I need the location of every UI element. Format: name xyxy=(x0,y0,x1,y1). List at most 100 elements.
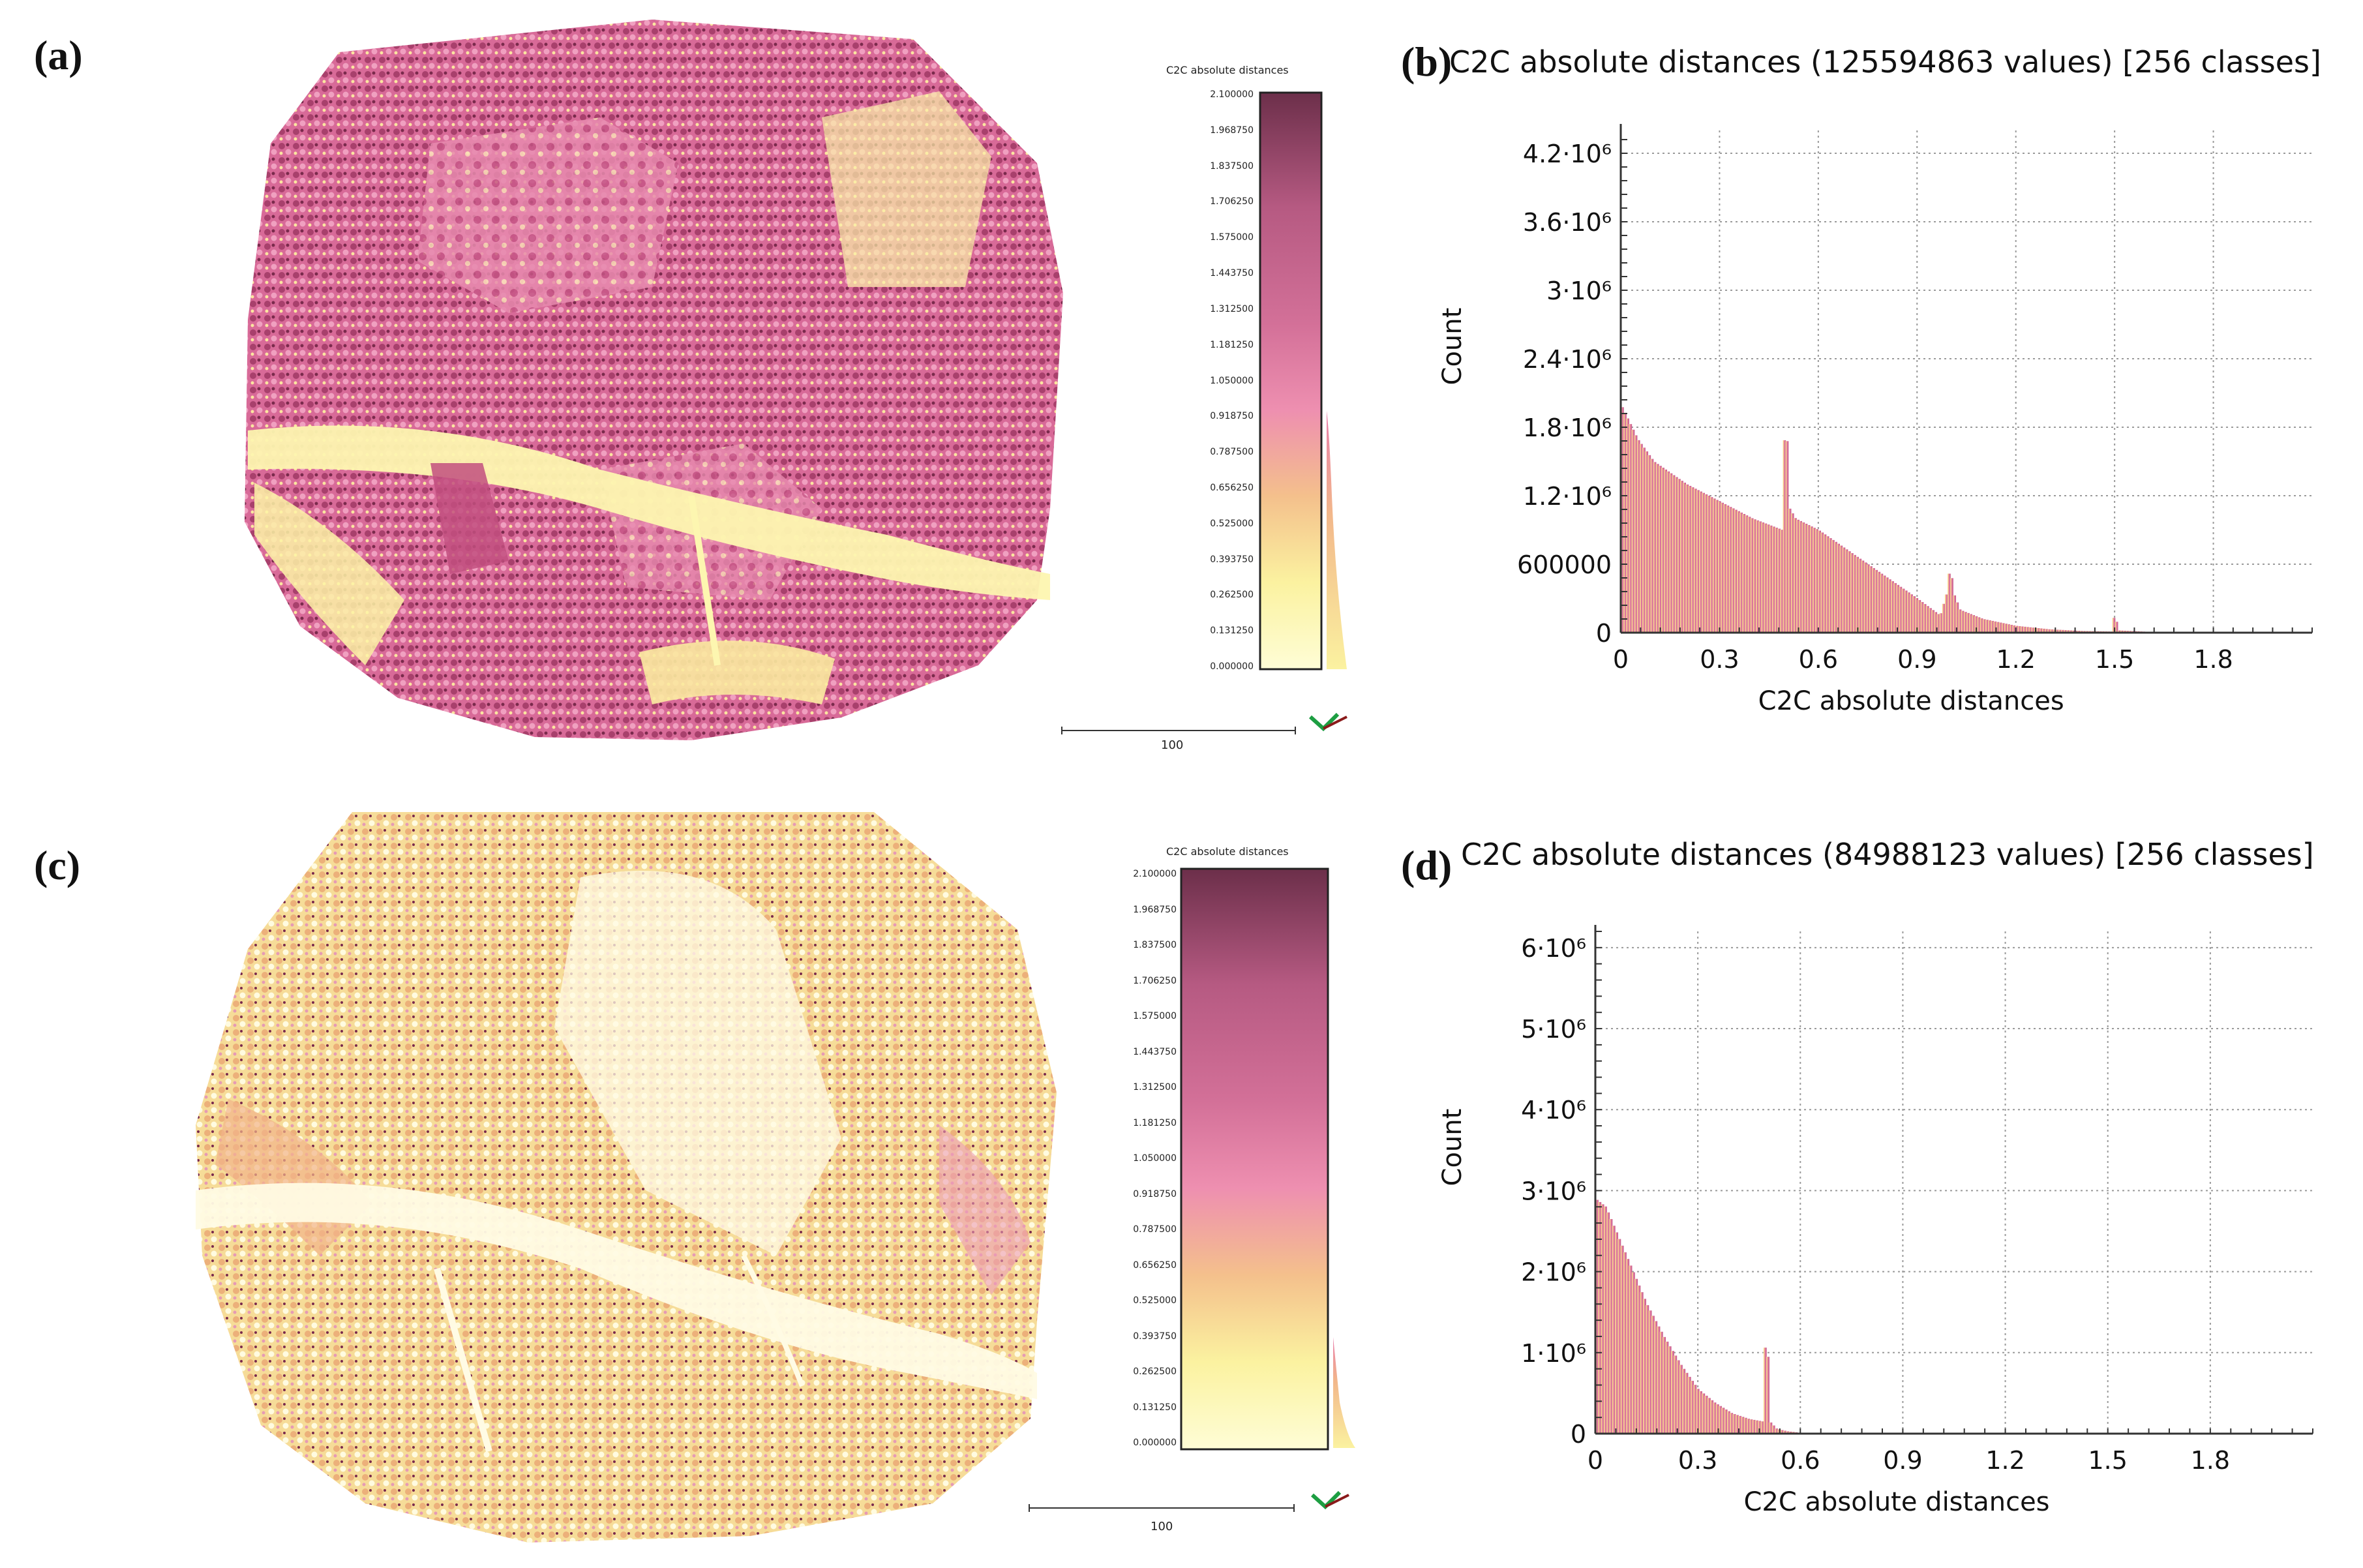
colorbar-tick-label: 0.131250 xyxy=(1133,1402,1177,1413)
histogram-bar xyxy=(2004,624,2008,633)
histogram-bar xyxy=(1715,500,1719,633)
histogram-bar xyxy=(1603,1206,1607,1434)
colorbar-title-a: C2C absolute distances xyxy=(1166,64,1289,76)
histogram-bar xyxy=(1626,418,1630,633)
histogram-bar xyxy=(1764,523,1768,633)
histogram-bar xyxy=(1731,508,1735,633)
histogram-bar xyxy=(1747,517,1751,633)
histogram-bar xyxy=(1834,541,1837,633)
histogram-bar xyxy=(1626,1259,1630,1434)
histogram-bar xyxy=(1998,622,2002,633)
colorbar-tick-label: 1.575000 xyxy=(1133,1011,1177,1021)
colorbar-tick-label: 0.131250 xyxy=(1210,626,1254,637)
histogram-bar xyxy=(1842,547,1846,633)
histogram-bar xyxy=(1747,1419,1750,1434)
histogram-bar xyxy=(1598,1201,1602,1434)
histogram-bar xyxy=(1674,477,1678,633)
histogram-bar xyxy=(2058,629,2062,633)
histogram-bar xyxy=(2031,627,2035,633)
histogram-bar xyxy=(1777,528,1781,633)
histogram-bar xyxy=(1831,539,1835,633)
panel-label-c: (c) xyxy=(34,842,81,888)
histogram-bar xyxy=(1920,601,1924,633)
histogram-bar xyxy=(2001,623,2005,633)
colorbar-tick-label: 1.575000 xyxy=(1210,232,1254,243)
histogram-bar xyxy=(1640,1292,1644,1434)
histogram-bar xyxy=(1934,612,1938,633)
y-tick-label: 0 xyxy=(1571,1420,1586,1449)
histogram-bar xyxy=(1719,1406,1722,1434)
histogram-bar xyxy=(1671,1351,1674,1434)
histogram-bar xyxy=(1609,1219,1613,1434)
histogram-bar xyxy=(1969,614,1972,633)
histogram-bar xyxy=(1961,611,1964,633)
histogram-bar xyxy=(1726,505,1730,633)
colorbar-tick-label: 1.706250 xyxy=(1133,975,1177,986)
scale-bar-c xyxy=(1029,1504,1295,1512)
histogram-bar xyxy=(1818,530,1822,633)
histogram-bar xyxy=(1728,507,1732,633)
histogram-bar xyxy=(1929,608,1932,633)
histogram-bar xyxy=(2026,627,2029,633)
histogram-bar xyxy=(1866,564,1870,633)
histogram-bar xyxy=(1901,588,1905,633)
histogram-bar xyxy=(1877,571,1881,633)
histogram-bar xyxy=(2041,628,2045,633)
x-tick-label: 1.5 xyxy=(2095,645,2134,674)
colorbar-tick-label: 1.443750 xyxy=(1133,1046,1177,1057)
histogram-bar xyxy=(1691,487,1694,633)
histogram-bar xyxy=(1783,1430,1786,1434)
histogram-bar xyxy=(1745,515,1749,633)
histogram-bar xyxy=(1634,1278,1638,1434)
histogram-bar xyxy=(1982,619,1986,633)
colorbar-title-c: C2C absolute distances xyxy=(1166,845,1289,858)
histogram-bar xyxy=(1777,1429,1781,1434)
x-tick-label: 1.8 xyxy=(2193,645,2233,674)
histogram-bar xyxy=(1826,536,1829,633)
histogram-bar xyxy=(1661,468,1664,633)
histogram-bar xyxy=(2007,624,2010,633)
scale-bar-a xyxy=(1061,727,1296,734)
histogram-bar xyxy=(1837,543,1840,633)
histogram-bar xyxy=(2015,626,2019,633)
histogram-bar xyxy=(1752,1419,1756,1434)
y-axis-label: Count xyxy=(1437,1109,1467,1186)
colorbar-a xyxy=(1259,91,1347,671)
colorbar-tick-label: 2.100000 xyxy=(1133,869,1177,879)
histogram-bar xyxy=(2115,622,2118,633)
scale-label-c: 100 xyxy=(1151,1520,1173,1533)
histogram-bar xyxy=(1974,616,1978,633)
histogram-title-d: C2C absolute distances (84988123 values)… xyxy=(1461,837,2314,872)
histogram-bar xyxy=(1601,1204,1604,1434)
histogram-bar xyxy=(2028,627,2032,633)
histogram-b: 0 600000 1.2·10⁶ 1.8·10⁶ 2.4·10⁶ 3·10⁶ 3.6·10⁶… xyxy=(1437,124,2313,716)
histogram-bar xyxy=(2117,630,2121,633)
histogram-bar xyxy=(1645,451,1649,633)
histogram-bar xyxy=(1769,525,1773,633)
x-tick-label: 0.6 xyxy=(1781,1446,1820,1475)
x-axis-label: C2C absolute distances xyxy=(1743,1487,2049,1517)
histogram-bar xyxy=(1699,491,1702,633)
histogram-bar xyxy=(1734,509,1738,633)
colorbar-tick-label: 0.525000 xyxy=(1133,1295,1177,1306)
histogram-bar xyxy=(2074,630,2078,633)
colorbar-tick-label: 1.968750 xyxy=(1133,904,1177,915)
histogram-bar xyxy=(1809,526,1813,633)
colorbar-tick-label: 2.100000 xyxy=(1210,89,1254,100)
histogram-bar xyxy=(1985,620,1989,633)
histogram-bar xyxy=(1880,573,1884,633)
x-tick-label: 0 xyxy=(1588,1446,1603,1475)
histogram-bar xyxy=(1925,606,1929,633)
histogram-bar xyxy=(1749,1419,1753,1434)
histogram-bar xyxy=(1713,1402,1717,1434)
colorbar-tick-label: 1.312500 xyxy=(1133,1082,1177,1093)
histogram-bar xyxy=(1775,527,1778,633)
histogram-bar xyxy=(2020,626,2024,633)
y-tick-label: 600000 xyxy=(1517,550,1612,579)
histogram-bar xyxy=(1636,440,1640,633)
colorbar-tick-label: 0.656250 xyxy=(1133,1259,1177,1271)
histogram-bar xyxy=(1707,495,1711,633)
histogram-bar xyxy=(1623,1252,1627,1434)
histogram-bar xyxy=(1750,518,1754,633)
histogram-bar xyxy=(1780,530,1784,633)
